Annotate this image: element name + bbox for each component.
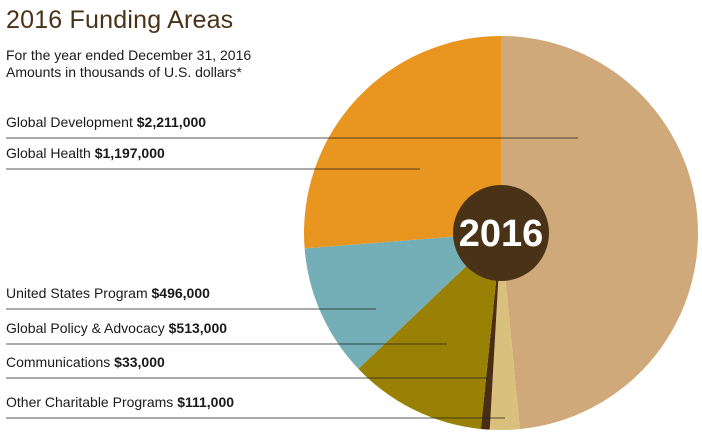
legend-label-other-charitable-programs: Other Charitable Programs $111,000 [6, 394, 234, 410]
chart-subtitle-period: For the year ended December 31, 2016 [6, 47, 252, 63]
chart-subtitle-units: Amounts in thousands of U.S. dollars* [6, 64, 242, 80]
legend-labels: Global Development $2,211,000 Global Heal… [6, 114, 234, 410]
legend-label-global-development: Global Development $2,211,000 [6, 114, 206, 130]
pie-slice-other-charitable-programs [489, 233, 520, 430]
center-year-label: 2016 [459, 213, 544, 255]
legend-label-global-policy-and-advocacy: Global Policy & Advocacy $513,000 [6, 320, 227, 336]
legend-label-united-states-program: United States Program $496,000 [6, 285, 210, 301]
pie-slice-global-development [501, 36, 698, 430]
legend-label-communications: Communications $33,000 [6, 354, 165, 370]
legend-label-global-health: Global Health $1,197,000 [6, 145, 165, 161]
leader-lines [6, 137, 578, 419]
pie-slice-global-health [304, 36, 501, 249]
chart-title: 2016 Funding Areas [6, 6, 234, 34]
pie-slice-united-states-program [304, 233, 501, 369]
pie-slices [304, 36, 698, 430]
center-circle [453, 185, 549, 281]
pie-slice-communications [480, 233, 501, 430]
pie-slice-global-policy-and-advocacy [358, 233, 501, 429]
